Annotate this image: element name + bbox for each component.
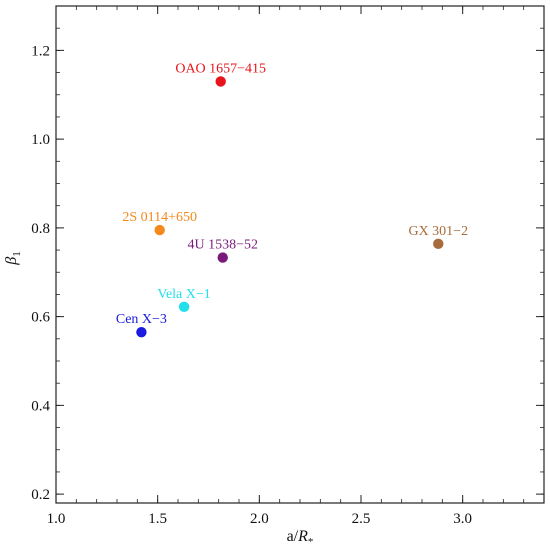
plot-frame: [55, 5, 545, 504]
data-point: [215, 76, 226, 87]
y-axis-label: β1: [3, 251, 23, 265]
point-label: Vela X−1: [157, 287, 210, 302]
y-axis-ticks: 0.2 0.4 0.6 0.8 1.0 1.2: [31, 27, 544, 503]
point-label: GX 301−2: [408, 224, 468, 239]
x-tick-label: 3.0: [453, 511, 472, 527]
data-point: [154, 224, 165, 236]
y-tick-label: 0.2: [31, 487, 50, 503]
x-axis-label: a/R*: [287, 528, 314, 548]
point-label: 4U 1538−52: [187, 238, 258, 253]
x-tick-label: 1.5: [148, 511, 167, 527]
data-point: [136, 326, 147, 338]
point-label: 2S 0114+650: [122, 210, 197, 225]
data-point: [178, 301, 190, 313]
x-tick-label: 2.5: [352, 511, 371, 527]
y-tick-label: 0.6: [31, 310, 50, 326]
y-tick-label: 1.2: [31, 43, 50, 59]
x-tick-label: 1.0: [47, 511, 66, 527]
point-label: Cen X−3: [116, 312, 167, 327]
y-tick-label: 0.4: [31, 398, 50, 414]
data-point: [217, 252, 228, 263]
x-axis-ticks: 1.0 1.5 2.0 2.5 3.0: [47, 6, 545, 527]
data-point: [433, 238, 444, 250]
y-tick-label: 1.0: [31, 132, 50, 148]
point-label: OAO 1657−415: [175, 61, 266, 76]
x-tick-label: 2.0: [250, 511, 269, 527]
y-tick-label: 0.8: [31, 221, 50, 237]
data-points: OAO 1657−415 2S 0114+650 4U 1538−52 GX 301−…: [116, 61, 468, 338]
